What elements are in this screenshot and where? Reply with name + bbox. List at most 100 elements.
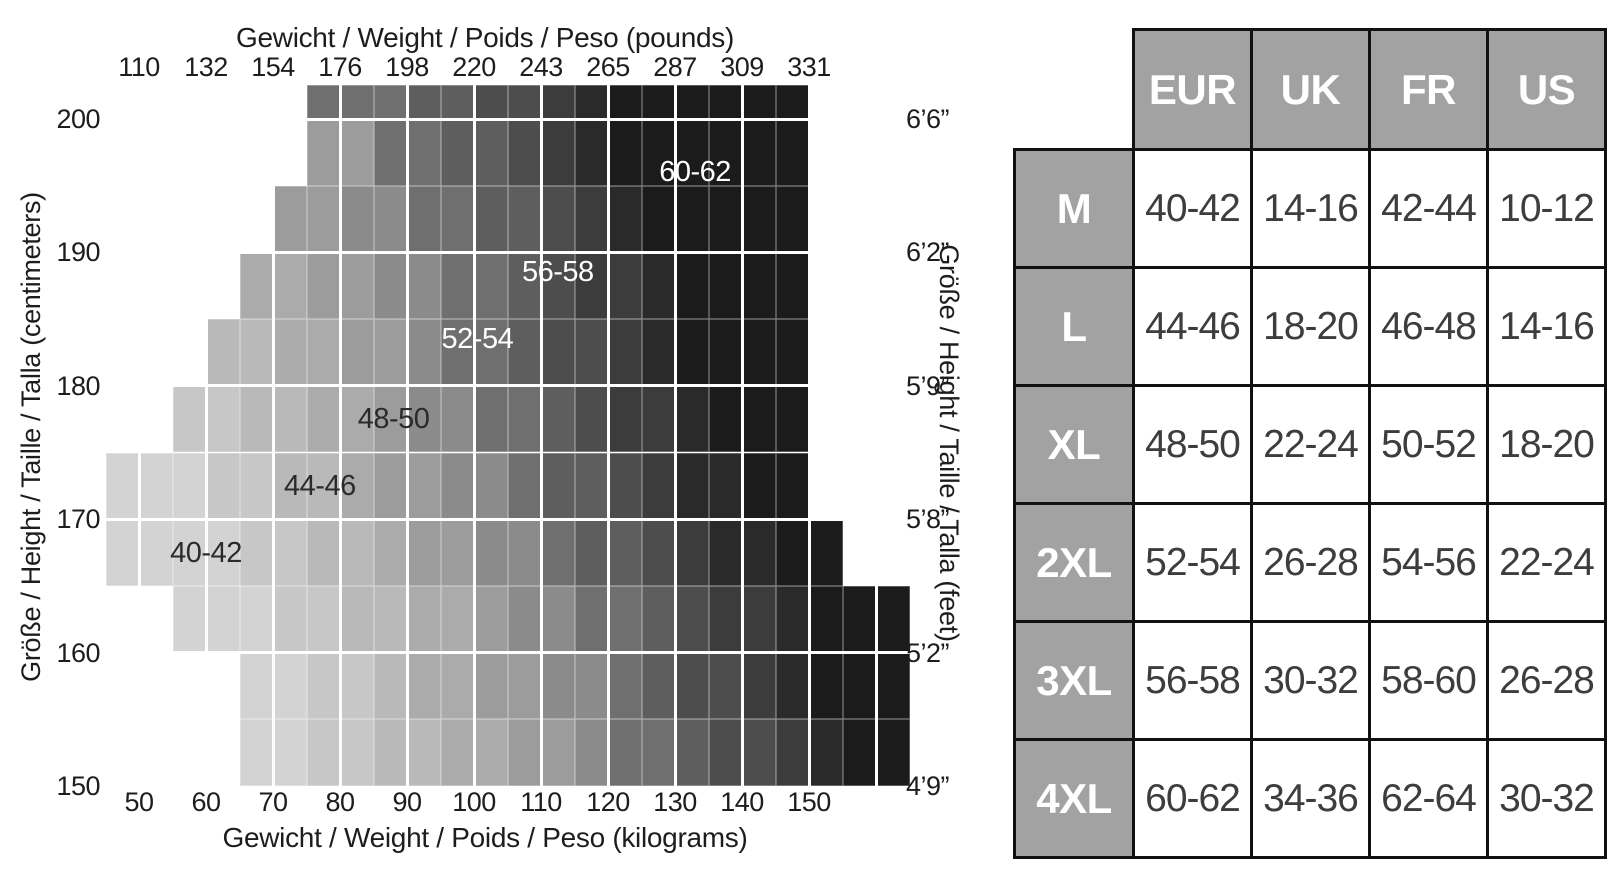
heatmap-cell (675, 119, 709, 186)
heatmap-cell (507, 652, 541, 720)
tick-label-pounds: 265 (586, 52, 630, 82)
table-header-eur: EUR (1132, 28, 1253, 151)
heatmap-cell (541, 119, 575, 186)
heatmap-cell (675, 719, 709, 786)
table-header-row: EUR UK FR US (1014, 28, 1607, 151)
tick-label-pounds: 198 (385, 52, 429, 82)
heatmap-cell (675, 452, 709, 520)
heatmap-cell (474, 385, 508, 453)
heatmap-cell (373, 319, 407, 386)
heatmap-cell (742, 252, 776, 320)
heatmap-cell (507, 719, 541, 786)
table-cell-l-us: 14-16 (1486, 266, 1607, 387)
heatmap-cell (373, 652, 407, 720)
heatmap-cell (239, 385, 273, 453)
heatmap-cell (172, 452, 206, 520)
heatmap-cell (809, 719, 843, 786)
heatmap-cell (842, 585, 876, 653)
heatmap-cell (809, 652, 843, 720)
table-header-fr: FR (1368, 28, 1489, 151)
heatmap-cell (641, 119, 675, 186)
heatmap-cell (474, 519, 508, 586)
heatmap-cell (641, 319, 675, 386)
heatmap-cell (172, 585, 206, 653)
heatmap-cell (273, 385, 307, 453)
size-conversion-table-container: EUR UK FR US M 40-42 14-16 42-44 10-12 L 44-46 18-2… (1013, 28, 1607, 859)
heatmap-cell (608, 652, 642, 720)
table-cell-xl-us: 18-20 (1486, 384, 1607, 505)
heatmap-cell (541, 185, 575, 253)
heatmap-cell (440, 252, 474, 320)
heatmap-cell (775, 585, 809, 653)
heatmap-cell (641, 719, 675, 786)
heatmap-cell (206, 519, 240, 586)
heatmap-cell (340, 252, 374, 320)
heatmap-cell (608, 185, 642, 253)
heatmap-cell (742, 519, 776, 586)
heatmap-cell (306, 119, 340, 186)
heatmap-cell (742, 119, 776, 186)
tick-label-kilograms: 50 (124, 787, 154, 817)
gridline-vertical (204, 85, 208, 786)
heatmap-cell (340, 652, 374, 720)
tick-label-feet: 4’9” (906, 771, 950, 801)
tick-label-pounds: 309 (720, 52, 764, 82)
table-cell-3xl-us: 26-28 (1486, 620, 1607, 741)
tick-label-centimeters: 180 (56, 370, 100, 401)
gridline-vertical (405, 85, 409, 786)
size-region-label: 60-62 (659, 156, 731, 189)
tick-label-pounds: 220 (452, 52, 496, 82)
heatmap-cell (541, 585, 575, 653)
heatmap-cell (340, 452, 374, 520)
heatmap-cell (206, 385, 240, 453)
heatmap-cell (708, 252, 742, 320)
heatmap-cell (675, 652, 709, 720)
heatmap-cell (340, 585, 374, 653)
heatmap-cell (574, 652, 608, 720)
size-label-l: L (1013, 266, 1135, 387)
table-cell-2xl-eur: 52-54 (1132, 502, 1253, 623)
heatmap-cell (306, 452, 340, 520)
heatmap-cell (675, 185, 709, 253)
heatmap-cell (675, 319, 709, 386)
centimeters-axis-title: Größe / Height / Taille / Talla (centime… (16, 192, 46, 682)
heatmap-cell (708, 719, 742, 786)
heatmap-cell (474, 452, 508, 520)
heatmap-cell (273, 719, 307, 786)
heatmap-cell (407, 85, 441, 119)
heatmap-cell (574, 719, 608, 786)
heatmap-cell (474, 85, 508, 119)
heatmap-cell (742, 85, 776, 119)
heatmap-cell (708, 85, 742, 119)
heatmap-cell (775, 719, 809, 786)
heatmap-cell (273, 319, 307, 386)
heatmap-cell (507, 185, 541, 253)
table-cell-2xl-us: 22-24 (1486, 502, 1607, 623)
heatmap-cell (139, 519, 173, 586)
tick-label-feet: 5’8” (906, 504, 950, 535)
table-cell-4xl-fr: 62-64 (1368, 738, 1489, 859)
table-cell-m-eur: 40-42 (1132, 148, 1253, 269)
heatmap-cell (675, 385, 709, 453)
heatmap-cell (541, 85, 575, 119)
heatmap-cell (742, 585, 776, 653)
heatmap-cell (641, 85, 675, 119)
heatmap-cell (507, 452, 541, 520)
heatmap-cell (340, 719, 374, 786)
tick-label-pounds: 176 (318, 52, 362, 82)
heatmap-cell (440, 85, 474, 119)
heatmap-cell (641, 519, 675, 586)
heatmap-cell (574, 319, 608, 386)
heatmap-cell (876, 652, 910, 720)
heatmap-cell (708, 452, 742, 520)
heatmap-cell (474, 585, 508, 653)
heatmap-cell (474, 185, 508, 253)
tick-label-centimeters: 200 (56, 104, 100, 134)
heatmap-cell (440, 452, 474, 520)
heatmap-cell (608, 385, 642, 453)
tick-label-kilograms: 60 (191, 787, 221, 817)
heatmap-cell (440, 319, 474, 386)
size-label-4xl: 4XL (1013, 738, 1135, 859)
heatmap-cell (474, 652, 508, 720)
